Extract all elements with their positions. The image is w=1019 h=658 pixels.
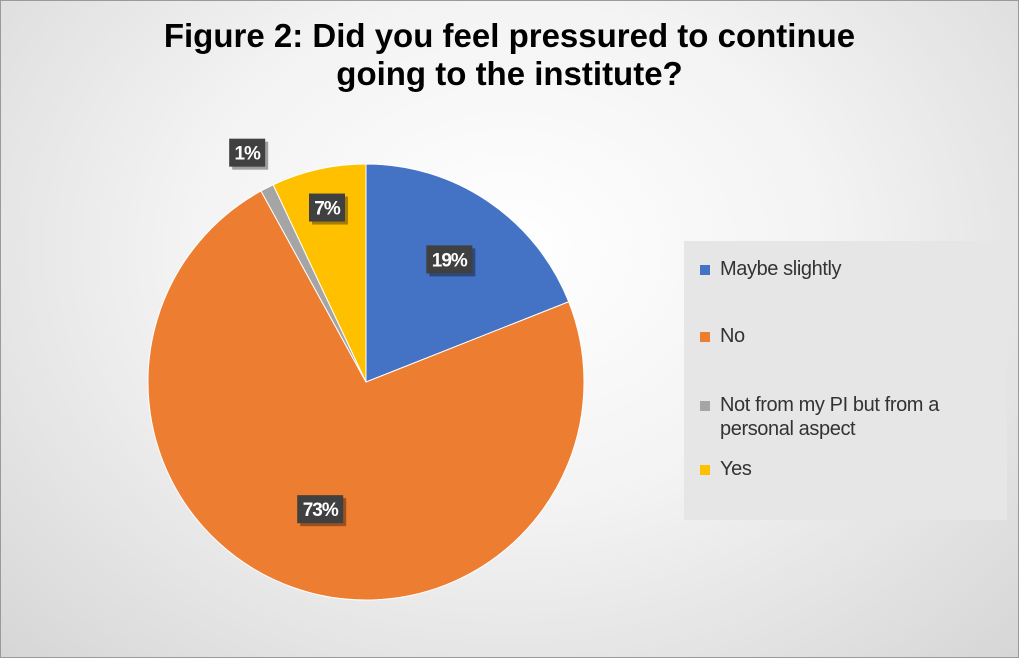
legend-swatch-yes — [700, 465, 710, 475]
data-label-no: 73% — [297, 495, 347, 527]
legend-label-yes: Yes — [720, 458, 752, 480]
pie-slice-no — [147, 190, 585, 601]
legend-item-maybe-slightly: Maybe slightly — [700, 257, 990, 281]
data-label-text: 1% — [234, 144, 261, 165]
data-label-box — [309, 193, 346, 222]
legend-item-not-from-pi: Not from my PI but from a personal aspec… — [700, 393, 990, 441]
data-label-text: 73% — [303, 500, 339, 521]
legend-swatch-not-from-pi — [700, 401, 710, 411]
legend-item-no: No — [700, 324, 990, 348]
legend-item-yes: Yes — [700, 457, 990, 481]
data-label-yes: 7% — [309, 193, 349, 225]
legend-label-maybe-slightly: Maybe slightly — [720, 258, 842, 280]
legend-label-not-from-pi: Not from my PI but from a personal aspec… — [720, 394, 939, 440]
legend-label-no: No — [720, 325, 745, 347]
data-label-box — [297, 495, 344, 524]
data-label-text: 19% — [432, 250, 468, 271]
chart-title-line-1: Figure 2: Did you feel pressured to cont… — [163, 17, 856, 54]
data-label-box — [426, 245, 473, 274]
data-label-text: 7% — [314, 199, 341, 220]
data-label-maybe-slightly: 19% — [426, 245, 476, 277]
data-label-box — [229, 138, 266, 167]
chart-title-line-2: going to the institute? — [336, 55, 683, 92]
legend-swatch-no — [700, 332, 710, 342]
data-label-not-from-pi: 1% — [229, 138, 269, 170]
legend: Maybe slightly No Not from my PI but fro… — [684, 241, 1007, 520]
chart-title: Figure 2: Did you feel pressured to cont… — [1, 17, 1018, 93]
legend-swatch-maybe-slightly — [700, 265, 710, 275]
